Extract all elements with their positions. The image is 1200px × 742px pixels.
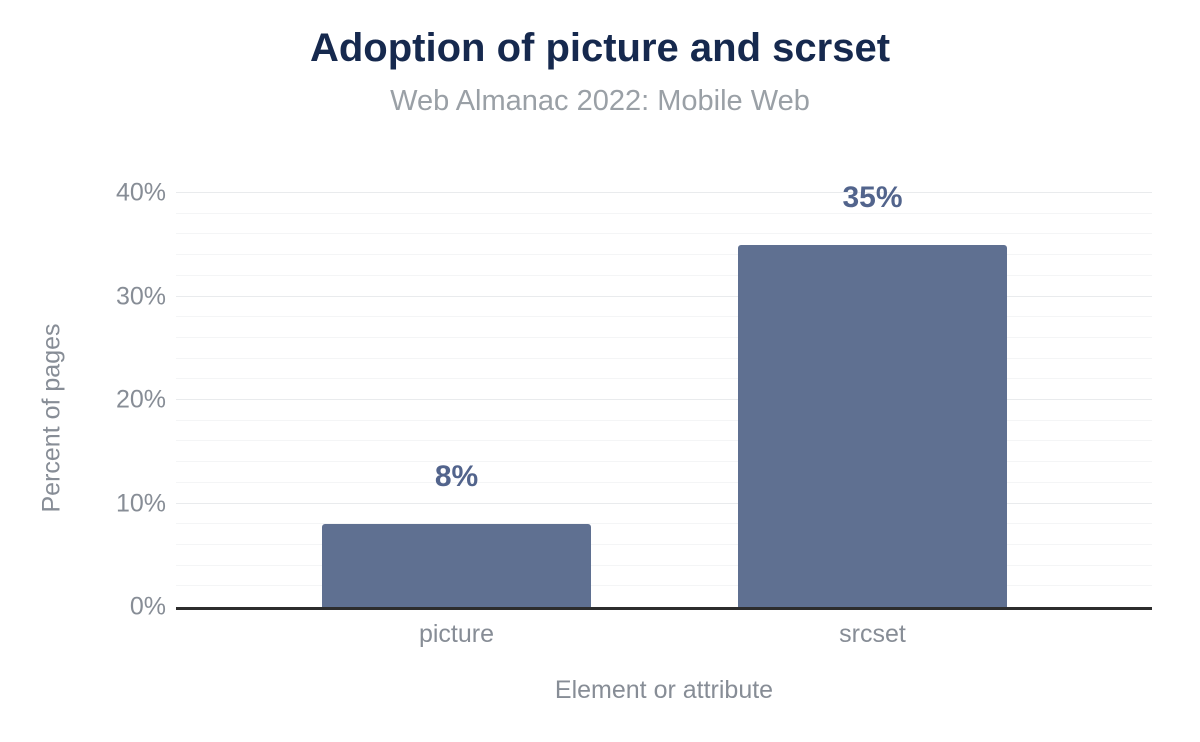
plot-area: 8% 35% picture srcset [176,182,1152,648]
minor-gridline [176,357,1152,359]
bar-value-label-srcset: 35% [842,180,903,214]
minor-gridline [176,316,1152,318]
chart-title: Adoption of picture and scrset [309,26,891,70]
minor-gridline [176,378,1152,380]
minor-gridline [176,274,1152,276]
y-tick-label-40: 40% [115,178,166,207]
y-tick-label-20: 20% [115,385,166,414]
minor-gridline [176,585,1152,587]
minor-gridline [176,419,1152,421]
major-gridline [176,399,1152,400]
minor-gridline [176,543,1152,545]
y-tick-label-10: 10% [115,489,166,517]
x-tick-label-srcset: srcset [839,620,906,648]
minor-gridline [176,336,1152,338]
chart-subtitle: Web Almanac 2022: Mobile Web [390,85,810,117]
y-axis-tick-labels: 0% 10% 20% 30% 40% [0,179,166,621]
minor-gridline [176,254,1152,256]
minor-gridline [176,212,1152,214]
minor-gridline [176,440,1152,442]
minor-gridline [176,564,1152,566]
major-gridline [176,192,1152,193]
bar-picture [322,524,591,607]
x-axis-title: Element or attribute [554,676,774,704]
major-gridline [176,502,1152,504]
x-tick-label-picture: picture [418,620,495,648]
minor-gridline [176,233,1152,235]
bar-srcset [738,244,1007,607]
bar-value-label-picture: 8% [434,460,479,494]
minor-gridline [176,481,1152,483]
minor-gridline [176,461,1152,463]
major-gridline [176,295,1152,297]
minor-gridline [176,523,1152,525]
y-tick-label-0: 0% [129,592,166,621]
y-tick-label-30: 30% [115,282,166,310]
